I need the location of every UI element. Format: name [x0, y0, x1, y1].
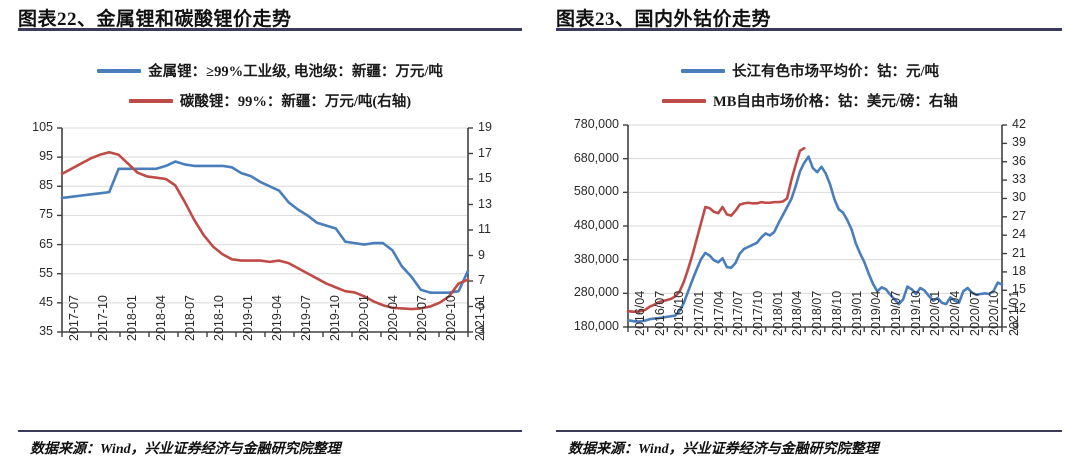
y2-axis-tick-label: 36 — [1012, 153, 1026, 168]
x-axis-tick-label: 2019/01 — [849, 290, 864, 336]
y2-axis-tick-label: 9 — [478, 247, 485, 262]
data-source-note: 数据来源：Wind，兴业证券经济与金融研究院整理 — [30, 442, 341, 457]
legend-swatch-blue — [97, 68, 142, 73]
x-axis-tick-label: 2017/01 — [692, 290, 707, 336]
legend-item-label: MB自由市场价格：钴：美元/磅：右轴 — [713, 94, 958, 110]
y-axis-tick-label: 75 — [39, 207, 53, 222]
x-axis-tick-label: 2018-10 — [212, 295, 226, 341]
x-axis-tick-label: 2020-07 — [415, 295, 429, 341]
chart-legend: 金属锂：≥99%工业级, 电池级：新疆：万元/吨 碳酸锂：99%：新疆：万元/吨… — [0, 60, 540, 111]
x-axis-tick-label: 2019/10 — [908, 290, 923, 336]
x-axis-tick-label: 2017/10 — [751, 290, 766, 336]
x-axis-tick-label: 2020-10 — [444, 295, 458, 341]
x-axis-tick-label: 2017-10 — [96, 295, 110, 341]
x-axis-tick-label: 2019/04 — [869, 290, 884, 336]
y2-axis-tick-label: 15 — [1012, 282, 1026, 297]
y2-axis-tick-label: 17 — [478, 145, 492, 160]
legend-item: 金属锂：≥99%工业级, 电池级：新疆：万元/吨 — [97, 60, 443, 81]
footer-divider — [18, 430, 522, 432]
x-axis-tick-label: 2018/01 — [770, 290, 785, 336]
y2-axis-tick-label: 15 — [478, 171, 492, 185]
y-axis-tick-label: 85 — [39, 178, 53, 193]
chart-plot-area-23: 180,000 280,000 380,000 480,000 580,000 680,0… — [540, 115, 1080, 415]
y-axis-tick-label: 580,000 — [573, 184, 619, 199]
y2-axis-tick-label: 5 — [478, 298, 485, 313]
x-axis-tick-label: 2020-04 — [386, 295, 400, 341]
y2-axis-tick-label: 21 — [1012, 245, 1026, 260]
y-axis-tick-label: 280,000 — [573, 285, 619, 300]
page-title: 图表22、金属锂和碳酸锂价走势 — [18, 9, 292, 30]
chart-legend: 长江有色市场平均价：钴：元/吨 MB自由市场价格：钴：美元/磅：右轴 — [540, 60, 1080, 111]
chart-plot-area-22: 35 45 55 65 75 85 95 105 3 5 7 9 11 13 15 17 19 2017-07 20… — [0, 120, 540, 410]
y2-axis-tick-label: 7 — [478, 273, 485, 287]
y2-axis-tick-label: 39 — [1012, 135, 1026, 150]
x-axis-tick-label: 2020-01 — [357, 295, 371, 341]
legend-item: 碳酸锂：99%：新疆：万元/吨(右轴) — [128, 90, 412, 111]
legend-item-label: 金属锂：≥99%工业级, 电池级：新疆：万元/吨 — [148, 64, 443, 80]
x-axis-tick-label: 2016/04 — [633, 290, 647, 336]
figure-panel-22: 图表22、金属锂和碳酸锂价走势 金属锂：≥99%工业级, 电池级：新疆：万元/吨… — [0, 9, 540, 457]
y2-axis-tick-label: 3 — [478, 324, 485, 338]
x-axis-tick-label: 2018-04 — [154, 295, 168, 341]
x-axis-tick-label: 2017-07 — [67, 295, 81, 341]
legend-swatch-red — [662, 98, 707, 103]
title-divider — [556, 28, 1062, 31]
x-axis-tick-label: 2018-07 — [183, 295, 197, 341]
x-axis-tick-label: 2016/10 — [672, 290, 687, 336]
y2-axis-tick-label: 27 — [1012, 208, 1026, 223]
x-axis-tick-label: 2021/01 — [1007, 290, 1021, 336]
y-axis-tick-label: 55 — [39, 265, 53, 280]
x-axis-tick-label: 2020/10 — [987, 290, 1002, 336]
data-source-note: 数据来源：Wind，兴业证券经济与金融研究院整理 — [568, 442, 879, 457]
x-axis-tick-label: 2021-01 — [473, 295, 487, 341]
x-axis-tick-label: 2018/10 — [829, 290, 844, 336]
x-axis-tick-label: 2019-04 — [270, 295, 284, 341]
y-axis-tick-label: 780,000 — [573, 117, 619, 131]
x-axis-tick-label: 2017/04 — [711, 290, 726, 336]
legend-item-label: 碳酸锂：99%：新疆：万元/吨(右轴) — [179, 94, 412, 110]
y2-axis-tick-label: 24 — [1012, 227, 1026, 242]
x-axis-tick-label: 2017/07 — [731, 290, 746, 336]
x-axis-tick-label: 2018-01 — [125, 295, 139, 341]
legend-item: 长江有色市场平均价：钴：元/吨 — [680, 60, 940, 81]
y2-axis-tick-label: 12 — [1012, 300, 1026, 315]
y-axis-tick-label: 35 — [39, 324, 53, 338]
page-title: 图表23、国内外钴价走势 — [556, 9, 772, 30]
y-axis-tick-label: 45 — [39, 294, 53, 309]
y2-axis-tick-label: 11 — [478, 222, 491, 236]
y2-axis-tick-label: 30 — [1012, 190, 1026, 205]
x-axis-tick-label: 2020/07 — [967, 290, 982, 336]
y-axis-tick-label: 680,000 — [573, 150, 619, 165]
y2-axis-tick-label: 42 — [1012, 117, 1026, 131]
x-axis-tick-label: 2019-10 — [328, 295, 342, 341]
legend-swatch-red — [128, 98, 173, 103]
y2-axis-tick-label: 18 — [1012, 263, 1026, 278]
y-axis-tick-label: 65 — [39, 236, 53, 251]
y-axis-tick-label: 380,000 — [573, 251, 619, 266]
legend-item-label: 长江有色市场平均价：钴：元/吨 — [731, 64, 940, 80]
x-axis-tick-label: 2016/07 — [652, 290, 667, 336]
footer-divider — [556, 430, 1062, 432]
y2-axis-tick-label: 33 — [1012, 172, 1026, 187]
x-axis-tick-label: 2019-01 — [241, 295, 255, 341]
y-axis-tick-label: 180,000 — [573, 319, 619, 333]
y-axis-tick-label: 95 — [39, 149, 53, 164]
x-axis-tick-label: 2018/07 — [810, 290, 825, 336]
legend-item: MB自由市场价格：钴：美元/磅：右轴 — [662, 90, 958, 111]
legend-swatch-blue — [680, 68, 725, 73]
x-axis-tick-label: 2020/01 — [928, 290, 943, 336]
x-axis-tick-label: 2018/04 — [790, 290, 805, 336]
figure-panel-23: 图表23、国内外钴价走势 长江有色市场平均价：钴：元/吨 MB自由市场价格：钴：… — [540, 0, 1080, 463]
x-axis-tick-label: 2019/07 — [888, 290, 903, 336]
title-divider — [18, 28, 522, 31]
y2-axis-tick-label: 13 — [478, 196, 492, 211]
y-axis-tick-label: 105 — [32, 120, 53, 134]
x-axis-tick-label: 2020/04 — [947, 290, 962, 336]
y-axis-tick-label: 480,000 — [573, 218, 619, 232]
y2-axis-tick-label: 19 — [478, 120, 492, 134]
y2-axis-tick-label: 9 — [1012, 319, 1019, 333]
x-axis-tick-label: 2019-07 — [299, 295, 313, 341]
